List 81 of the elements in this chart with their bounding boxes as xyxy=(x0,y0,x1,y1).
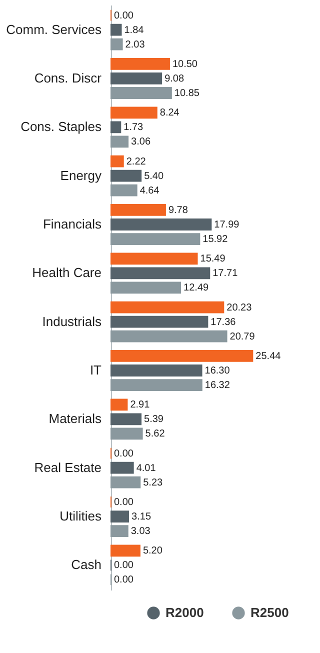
bar xyxy=(110,106,158,119)
bar xyxy=(110,24,122,36)
y-tick-label: IT xyxy=(90,362,102,378)
data-label: 12.49 xyxy=(184,282,210,294)
bar xyxy=(110,184,138,196)
y-tick-label: Materials xyxy=(48,411,102,426)
bar xyxy=(110,58,170,70)
data-label: 5.39 xyxy=(144,414,164,426)
data-label: 5.23 xyxy=(143,477,164,488)
data-label: 2.22 xyxy=(126,156,146,168)
bar xyxy=(110,155,124,168)
data-label: 4.01 xyxy=(136,462,156,474)
bar xyxy=(110,413,142,426)
y-tick-label: Cash xyxy=(71,557,102,572)
y-tick-label: Cons. Staples xyxy=(20,119,102,134)
bar xyxy=(110,398,128,411)
bar xyxy=(110,525,128,537)
data-label: 5.40 xyxy=(144,170,164,182)
data-label: 10.50 xyxy=(172,58,198,70)
y-tick-label: Industrials xyxy=(42,314,102,329)
data-label: 1.73 xyxy=(124,122,144,134)
bar xyxy=(110,204,166,216)
y-tick-label: Utilities xyxy=(60,508,102,524)
data-label: 20.23 xyxy=(226,302,252,314)
bar xyxy=(110,301,224,314)
data-label: 9.78 xyxy=(168,204,188,216)
data-label: 15.92 xyxy=(202,234,228,246)
bar xyxy=(110,233,200,245)
data-label: 2.91 xyxy=(130,400,150,411)
bar xyxy=(110,350,254,362)
bar xyxy=(110,364,202,376)
bar xyxy=(110,428,143,440)
data-label: 17.36 xyxy=(210,316,236,328)
data-label: 5.62 xyxy=(145,428,166,440)
bar xyxy=(110,282,182,294)
bar xyxy=(110,316,208,328)
data-label: 0.00 xyxy=(114,574,134,586)
bar xyxy=(110,136,129,148)
bar xyxy=(110,330,228,342)
legend-label: R2000 xyxy=(166,605,204,620)
legend-label: R2500 xyxy=(250,605,289,620)
bar xyxy=(110,544,140,557)
data-label: 16.32 xyxy=(204,380,230,392)
data-label: 5.20 xyxy=(142,546,163,557)
y-tick-label: Financials xyxy=(42,216,102,232)
data-label: 10.85 xyxy=(174,88,200,99)
bar xyxy=(110,379,202,391)
data-label: 17.99 xyxy=(214,219,240,230)
data-label: 0.00 xyxy=(114,560,134,572)
data-label: 0.00 xyxy=(114,448,134,460)
y-tick-label: Cons. Discr xyxy=(34,70,102,86)
data-label: 0.00 xyxy=(114,497,134,508)
data-label: 1.84 xyxy=(124,24,144,36)
data-label: 15.49 xyxy=(200,254,226,265)
bar xyxy=(110,121,122,134)
bar xyxy=(110,476,141,488)
data-label: 8.24 xyxy=(160,108,180,119)
bar xyxy=(110,267,210,280)
bar xyxy=(110,38,123,50)
y-tick-label: Health Care xyxy=(32,265,102,280)
bar xyxy=(110,72,162,84)
bar xyxy=(110,87,172,99)
data-label: 3.03 xyxy=(130,526,151,538)
data-label: 0.00 xyxy=(114,10,134,22)
y-tick-label: Real Estate xyxy=(34,460,102,475)
bar xyxy=(110,510,130,522)
bar xyxy=(110,170,142,182)
data-label: 3.15 xyxy=(132,512,152,523)
bar xyxy=(110,252,198,265)
bar xyxy=(110,218,212,230)
data-label: 17.71 xyxy=(212,268,238,280)
data-label: 25.44 xyxy=(256,350,282,362)
data-label: 4.64 xyxy=(140,185,160,196)
data-label: 3.06 xyxy=(131,136,151,148)
data-label: 20.79 xyxy=(230,331,256,342)
y-tick-label: Energy xyxy=(60,168,102,183)
data-label: 9.08 xyxy=(164,73,184,84)
data-label: 2.03 xyxy=(125,39,146,50)
data-label: 16.30 xyxy=(204,366,230,377)
y-tick-label: Comm. Services xyxy=(6,22,102,37)
bar xyxy=(110,462,134,474)
